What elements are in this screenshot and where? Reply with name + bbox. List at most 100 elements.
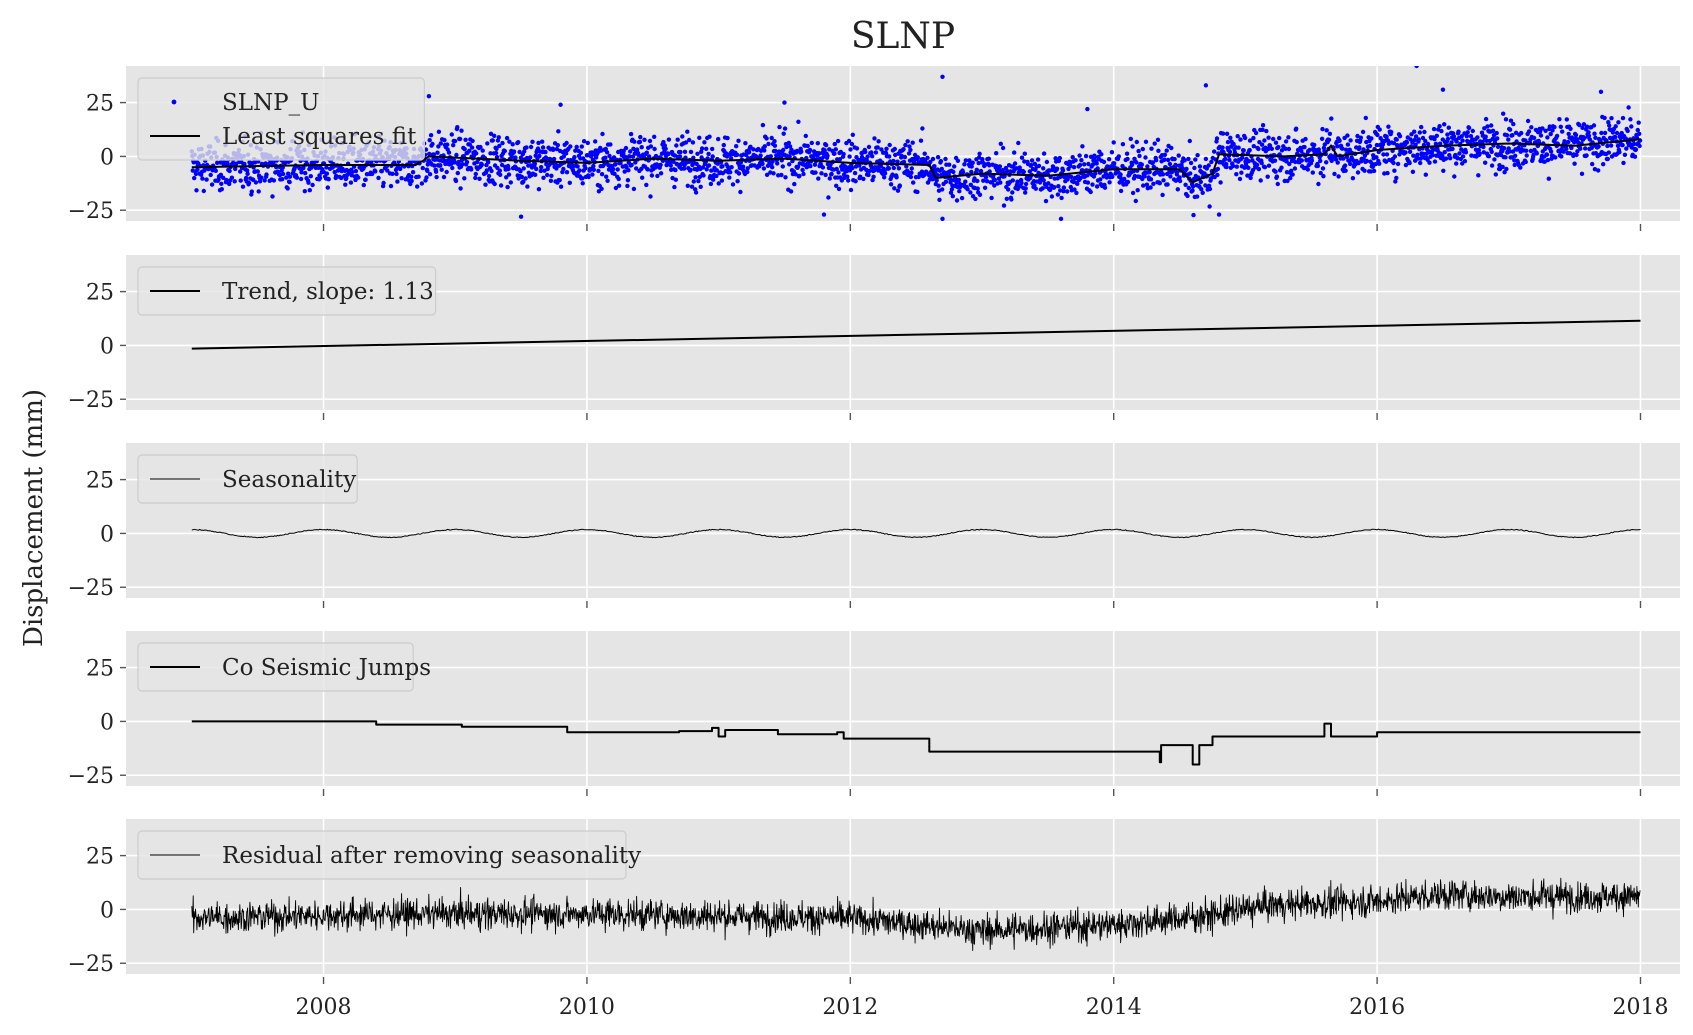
observation-point xyxy=(1610,130,1616,135)
observation-point xyxy=(748,144,753,149)
observation-point xyxy=(1149,146,1154,151)
observation-point xyxy=(1259,160,1264,166)
observation-point xyxy=(1395,161,1401,167)
y-tick-label: 25 xyxy=(86,845,114,870)
outlier-point xyxy=(1203,83,1209,88)
legend: Seasonality xyxy=(137,454,358,504)
observation-point xyxy=(1493,172,1499,177)
observation-point xyxy=(605,178,610,183)
observation-point xyxy=(781,147,786,153)
y-tick-label: 25 xyxy=(86,657,114,682)
observation-point xyxy=(758,153,763,158)
observation-point xyxy=(959,195,965,201)
observation-point xyxy=(227,181,232,187)
observation-point xyxy=(1227,149,1233,154)
observation-point xyxy=(1124,151,1130,156)
observation-point xyxy=(1134,139,1140,145)
panels: 25 0 −25 SLNP_U Least squares fit 25 0 −25 Trend… xyxy=(68,66,1680,984)
observation-point xyxy=(1191,212,1196,218)
observation-point xyxy=(823,172,828,178)
observation-point xyxy=(1262,138,1267,143)
observation-point xyxy=(1384,134,1389,139)
observation-point xyxy=(244,175,249,181)
observation-point xyxy=(1592,131,1597,136)
x-tick-labels: 2008 2010 2012 2014 2016 2018 xyxy=(296,995,1669,1020)
observation-point xyxy=(1302,144,1307,150)
observation-point xyxy=(766,141,771,147)
observation-point xyxy=(743,141,748,146)
observation-point xyxy=(307,188,312,193)
observation-point xyxy=(1283,146,1288,151)
legend-label: Co Seismic Jumps xyxy=(222,655,431,681)
observation-point xyxy=(963,158,968,163)
observation-point xyxy=(1286,146,1292,152)
observation-point xyxy=(500,140,505,146)
observation-point xyxy=(1129,162,1135,167)
observation-point xyxy=(1251,135,1256,141)
observation-point xyxy=(410,170,416,175)
observation-point xyxy=(918,138,924,143)
observation-point xyxy=(1258,178,1263,183)
observation-point xyxy=(324,171,330,176)
observation-point xyxy=(1318,170,1323,176)
observation-point xyxy=(1307,147,1312,153)
observation-point xyxy=(967,158,972,163)
observation-point xyxy=(1165,157,1171,163)
observation-point xyxy=(488,131,494,136)
observation-point xyxy=(745,169,750,175)
observation-point xyxy=(845,174,850,179)
observation-point xyxy=(1466,125,1472,131)
observation-point xyxy=(1513,153,1518,158)
panel-3: 25 0 −25 Seasonality xyxy=(68,443,1680,608)
observation-point xyxy=(746,150,752,155)
observation-point xyxy=(438,163,443,168)
observation-point xyxy=(1251,144,1257,149)
series-line xyxy=(191,528,1641,539)
observation-point xyxy=(1153,158,1159,163)
observation-point xyxy=(846,138,852,144)
observation-point xyxy=(1579,171,1585,176)
observation-point xyxy=(707,134,712,139)
observation-point xyxy=(227,168,232,174)
observation-point xyxy=(1240,155,1245,160)
observation-point xyxy=(1186,185,1192,191)
observation-point xyxy=(866,144,872,150)
observation-point xyxy=(262,178,267,183)
observation-point xyxy=(1360,129,1366,135)
plot-area xyxy=(191,528,1641,539)
panel-1: 25 0 −25 SLNP_U Least squares fit xyxy=(68,66,1680,231)
observation-point xyxy=(1480,139,1485,145)
observation-point xyxy=(588,154,594,159)
x-tick-label: 2018 xyxy=(1612,995,1668,1020)
observation-point xyxy=(287,179,292,185)
y-tick-label: 25 xyxy=(86,92,114,117)
x-tick-label: 2014 xyxy=(1086,995,1142,1020)
observation-point xyxy=(668,163,673,168)
observation-point xyxy=(1200,190,1205,195)
observation-point xyxy=(1385,170,1390,176)
legend-box xyxy=(137,77,425,161)
observation-point xyxy=(760,161,765,166)
observation-point xyxy=(1253,130,1259,136)
observation-point xyxy=(710,146,715,152)
observation-point xyxy=(1362,168,1367,173)
observation-point xyxy=(356,175,361,180)
observation-point xyxy=(549,173,554,178)
observation-point xyxy=(1004,196,1009,201)
legend-box xyxy=(137,830,627,880)
observation-point xyxy=(649,173,655,178)
observation-point xyxy=(986,156,991,161)
observation-point xyxy=(796,119,801,125)
observation-point xyxy=(564,170,570,175)
legend-label: SLNP_U xyxy=(222,90,320,116)
legend-label: Trend, slope: 1.13 xyxy=(222,279,434,305)
observation-point xyxy=(1601,162,1606,167)
observation-point xyxy=(540,139,545,144)
observation-point xyxy=(815,141,820,146)
observation-point xyxy=(1575,149,1580,154)
observation-point xyxy=(554,146,560,152)
observation-point xyxy=(1230,163,1236,169)
observation-point xyxy=(1391,160,1396,166)
observation-point xyxy=(1462,159,1468,164)
observation-point xyxy=(1145,164,1150,169)
